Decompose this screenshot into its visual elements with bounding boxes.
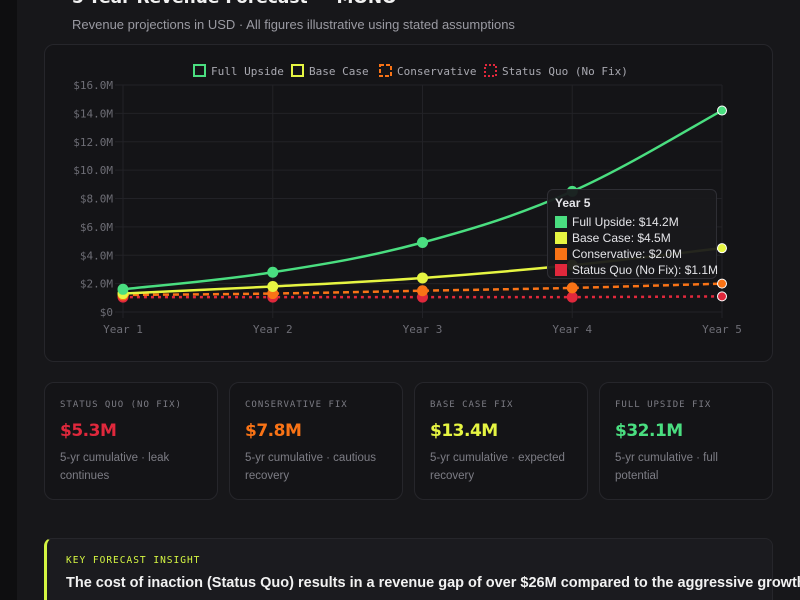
y-tick-label: $6.0M xyxy=(80,221,113,234)
stat-card-full-upside: FULL UPSIDE FIX $32.1M 5-yr cumulative ·… xyxy=(599,382,773,500)
stat-card-base-case: BASE CASE FIX $13.4M 5-yr cumulative · e… xyxy=(414,382,588,500)
y-tick-label: $4.0M xyxy=(80,249,113,262)
stat-label: FULL UPSIDE FIX xyxy=(615,400,712,410)
data-point xyxy=(417,285,428,297)
y-tick-label: $8.0M xyxy=(80,193,113,206)
tooltip-title: Year 5 xyxy=(555,196,591,210)
legend-label: Status Quo (No Fix) xyxy=(502,65,628,78)
stat-description: 5-yr cumulative · full potential xyxy=(615,452,718,482)
y-tick-label: $2.0M xyxy=(80,278,113,291)
stat-value: $32.1M xyxy=(615,421,683,441)
stat-card-conservative: CONSERVATIVE FIX $7.8M 5-yr cumulative ·… xyxy=(229,382,403,500)
full-upside-swatch xyxy=(555,216,567,228)
stat-value: $5.3M xyxy=(60,421,117,441)
tooltip-row-status-quo: Status Quo (No Fix): $1.1M xyxy=(555,262,718,278)
legend-label: Base Case xyxy=(309,65,369,78)
stat-label: BASE CASE FIX xyxy=(430,400,514,410)
stat-value: $7.8M xyxy=(245,421,302,441)
stat-card-status-quo: STATUS QUO (NO FIX) $5.3M 5-yr cumulativ… xyxy=(44,382,218,500)
tooltip-row-text: Full Upside: $14.2M xyxy=(572,215,679,229)
data-point xyxy=(417,272,428,284)
forecast-insight-callout: KEY FORECAST INSIGHT The cost of inactio… xyxy=(44,538,800,600)
data-point xyxy=(117,283,129,295)
y-tick-label: $16.0M xyxy=(73,79,113,92)
base-case-swatch xyxy=(555,232,567,244)
stat-label: CONSERVATIVE FIX xyxy=(245,400,348,410)
tooltip-row-conservative: Conservative: $2.0M xyxy=(555,246,709,262)
chart-tooltip: Year 5 Full Upside: $14.2M Base Case: $4… xyxy=(547,189,718,279)
data-point xyxy=(566,282,578,294)
legend-label: Conservative xyxy=(397,65,476,78)
data-point xyxy=(267,266,279,278)
y-tick-label: $0 xyxy=(100,306,113,319)
legend-swatch xyxy=(193,64,206,77)
stat-description: 5-yr cumulative · expected recovery xyxy=(430,452,565,482)
x-tick-label: Year 5 xyxy=(702,323,742,336)
tooltip-row-base-case: Base Case: $4.5M xyxy=(555,230,709,246)
data-point xyxy=(267,280,279,292)
tooltip-row-text: Status Quo (No Fix): $1.1M xyxy=(572,263,719,277)
legend-swatch xyxy=(484,64,497,77)
stat-value: $13.4M xyxy=(430,421,498,441)
series-line-conservative xyxy=(122,282,723,297)
y-tick-label: $14.0M xyxy=(73,107,113,120)
insight-text: The cost of inaction (Status Quo) result… xyxy=(66,575,800,591)
x-tick-label: Year 3 xyxy=(403,323,443,336)
data-point xyxy=(417,236,428,248)
data-point xyxy=(566,291,578,303)
page-subtitle: Revenue projections in USD · All figures… xyxy=(72,17,515,32)
x-tick-label: Year 4 xyxy=(552,323,592,336)
data-point xyxy=(717,291,727,302)
page-title: 5-Year Revenue Forecast — MONO xyxy=(72,0,397,8)
stat-description: 5-yr cumulative · cautious recovery xyxy=(245,452,377,482)
tooltip-row-text: Conservative: $2.0M xyxy=(572,247,683,261)
tooltip-row-full-upside: Full Upside: $14.2M xyxy=(555,214,709,230)
x-tick-label: Year 2 xyxy=(253,323,293,336)
data-point xyxy=(717,105,727,116)
insight-label: KEY FORECAST INSIGHT xyxy=(66,555,201,566)
y-tick-label: $10.0M xyxy=(73,164,113,177)
x-tick-label: Year 1 xyxy=(103,323,143,336)
legend-swatch xyxy=(379,64,392,77)
legend-swatch xyxy=(291,64,304,77)
data-point xyxy=(717,243,727,254)
legend-label: Full Upside xyxy=(211,65,284,78)
data-point xyxy=(717,278,727,289)
stat-label: STATUS QUO (NO FIX) xyxy=(60,400,182,410)
stat-description: 5-yr cumulative · leak continues xyxy=(60,452,170,482)
conservative-swatch xyxy=(555,248,567,260)
tooltip-row-text: Base Case: $4.5M xyxy=(572,231,671,245)
status-quo-swatch xyxy=(555,264,567,276)
y-tick-label: $12.0M xyxy=(73,136,113,149)
